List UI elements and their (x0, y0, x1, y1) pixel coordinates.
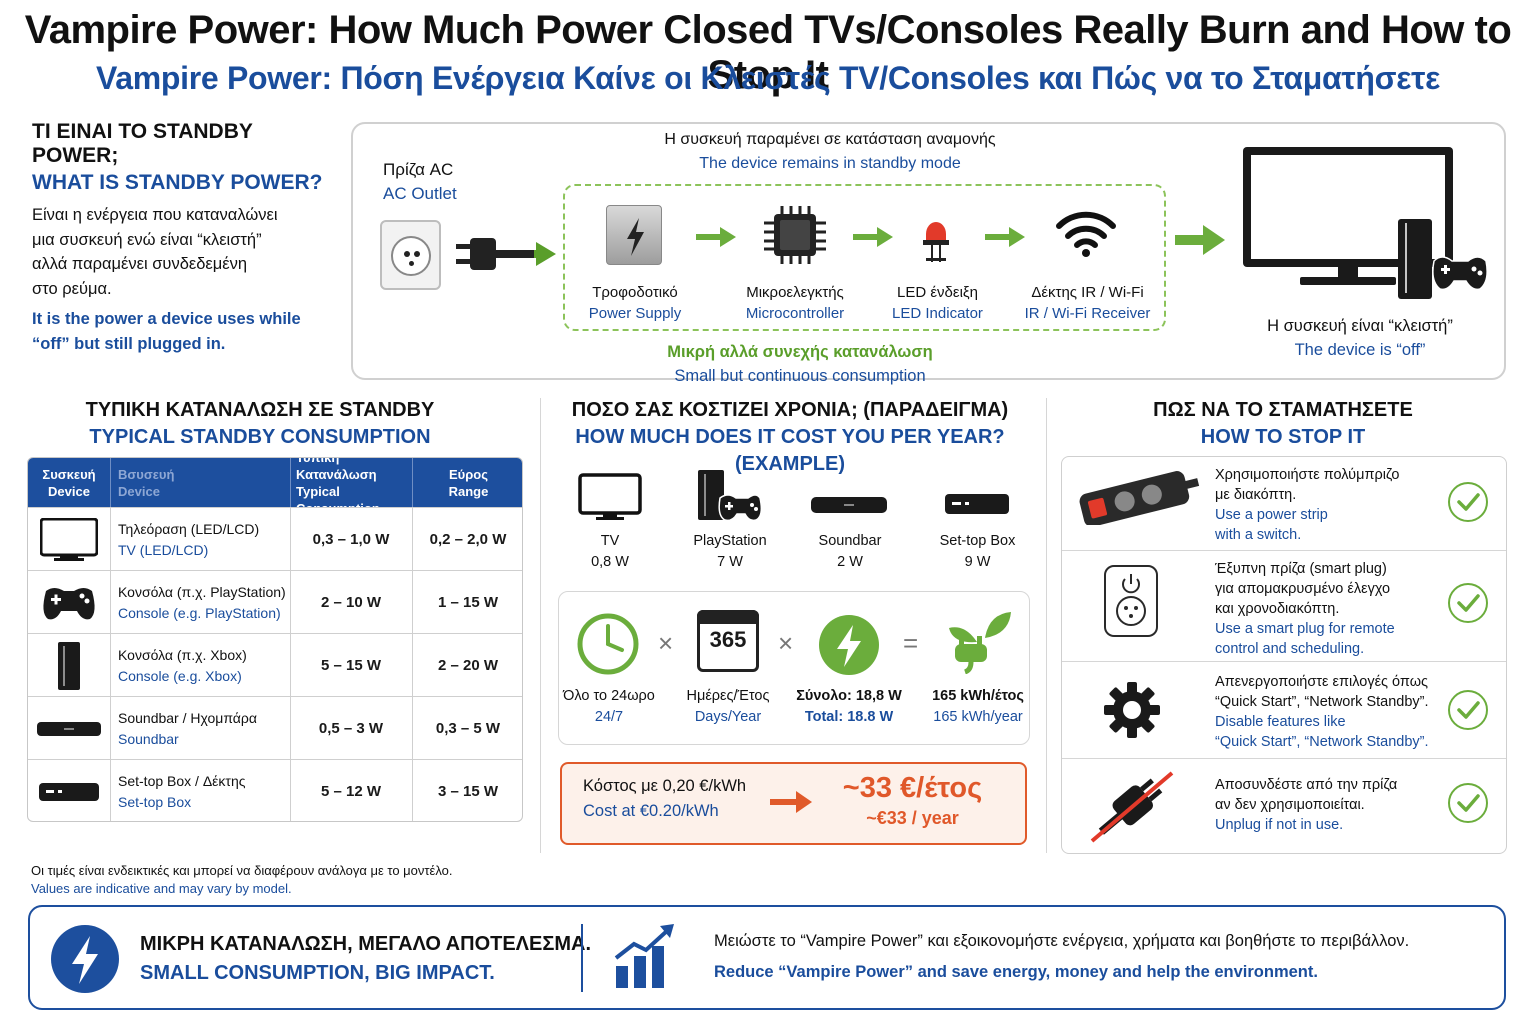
calendar-icon: 365 (697, 610, 759, 672)
arrow-icon (985, 227, 1025, 247)
column-header: Εύρος Range (448, 466, 489, 499)
ac-outlet-icon (380, 220, 441, 290)
arrow-right-icon (770, 791, 812, 813)
multiply-sign: × (658, 628, 674, 658)
cost-heading: ΠΟΣΟ ΣΑΣ ΚΟΣΤΙΖΕΙ ΧΡΟΝΙΑ; (ΠΑΡΑΔΕΙΓΜΑ) H… (571, 399, 1009, 475)
clock-icon (577, 613, 639, 675)
table-row: Τηλεόραση (LED/LCD) TV (LED/LCD) 0,3 – 1,… (28, 507, 522, 570)
cost-device: Set-top Box 9 W (939, 533, 1016, 570)
what-is-section: ΤΙ ΕΙΝΑΙ ΤΟ STANDBY POWER; WHAT IS STAND… (32, 120, 342, 356)
calc-label: Όλο το 24ωρο 24/7 (563, 688, 655, 725)
xbox-console-icon (58, 642, 80, 690)
settop-box-icon (39, 783, 99, 801)
section-divider (1046, 398, 1047, 853)
table-header: Συσκευή Device Βσυσευή Device Τυπική Καταν… (28, 457, 522, 516)
stop-item: Χρησιμοποιήστε πολύμπριζο με διακόπτη. U… (1062, 457, 1506, 550)
settop-box-icon (945, 494, 1009, 514)
bolt-icon (819, 615, 879, 675)
what-is-heading-gr: ΤΙ ΕΙΝΑΙ ΤΟ STANDBY POWER; (32, 120, 253, 167)
cost-device: Soundbar 2 W (818, 533, 882, 570)
footer-message: Μειώστε το “Vampire Power” και εξοικονομ… (714, 932, 1410, 981)
stop-heading: ΠΩΣ ΝΑ ΤΟ ΣΤΑΜΑΤΗΣΕΤΕ HOW TO STOP IT (1153, 399, 1413, 448)
stop-list: Χρησιμοποιήστε πολύμπριζο με διακόπτη. U… (1061, 456, 1507, 854)
power-supply-icon (606, 205, 662, 265)
what-is-text-en: It is the power a device uses while (32, 310, 301, 328)
page-title: Vampire Power: How Much Power Closed TVs… (24, 8, 1512, 97)
cost-device: PlayStation 7 W (693, 533, 767, 570)
what-is-text-gr: στο ρεύμα. (32, 279, 112, 298)
what-is-text-gr: μια συσκευή ενώ είναι “κλειστή” (32, 230, 262, 249)
table-row: Κονσόλα (π.χ. PlayStation) Console (e.g. … (28, 570, 522, 633)
table-row: Set-top Box / Δέκτης Set-top Box 5 – 12 W… (28, 759, 522, 821)
eco-plug-icon (949, 612, 1011, 674)
cost-device: TV 0,8 W (591, 533, 629, 570)
chip-icon (764, 206, 826, 264)
consumption-table: Συσκευή Device Βσυσευή Device Τυπική Καταν… (27, 457, 523, 822)
tv-icon (578, 473, 642, 520)
consumption-caption: Μικρή αλλά συνεχής κατανάλωση Small but … (667, 343, 933, 385)
stop-item: Αποσυνδέστε από την πρίζα αν δεν χρησιμο… (1062, 758, 1506, 855)
check-icon (1448, 583, 1488, 623)
section-divider (540, 398, 541, 853)
what-is-text-gr: Είναι η ενέργεια που καταναλώνει (32, 206, 278, 224)
equals-sign: = (903, 628, 919, 658)
standby-caption: Η συσκευή παραμένει σε κατάσταση αναμονή… (664, 131, 996, 172)
column-header: Βσυσευή Device (118, 466, 175, 499)
footer-divider (581, 924, 583, 992)
device-off-caption: Η συσκευή είναι “κλειστή” The device is … (1267, 317, 1453, 359)
gamepad-icon (43, 588, 95, 620)
check-icon (1448, 690, 1488, 730)
annual-cost: ~33 €/έτος ~€33 / year (842, 772, 983, 828)
typical-heading: ΤΥΠΙΚΗ ΚΑΤΑΝΑΛΩΣΗ ΣΕ STANDBY TYPICAL STA… (85, 399, 435, 448)
arrow-icon (1175, 225, 1225, 255)
component-label: Δέκτης IR / Wi-Fi IR / Wi-Fi Receiver (1024, 284, 1151, 322)
column-header: Τυπική Κατανάλωση Typical Consumption (296, 457, 380, 516)
what-is-heading-en: WHAT IS STANDBY POWER? (32, 171, 323, 194)
column-header: Συσκευή Device (42, 466, 96, 499)
stop-item: Έξυπνη πρίζα (smart plug) για απομακρυσμ… (1062, 550, 1506, 661)
playstation-icon (698, 470, 762, 522)
footer-slogan: ΜΙΚΡΗ ΚΑΤΑΝΑΛΩΣΗ, ΜΕΓΑΛΟ ΑΠΟΤΕΛΕΣΜΑ. SMA… (140, 933, 592, 984)
arrow-icon (696, 227, 736, 247)
disclaimer-note: Οι τιμές είναι ενδεικτικές και μπορεί να… (31, 863, 453, 896)
bolt-circle-icon (51, 925, 119, 993)
plug-icon (456, 238, 556, 270)
component-label: Τροφοδοτικό Power Supply (588, 284, 682, 322)
growth-chart-icon (614, 924, 674, 988)
stop-item: Απενεργοποιήστε επιλογές όπως “Quick Sta… (1062, 661, 1506, 758)
calc-label: Ημέρες/Έτος Days/Year (686, 688, 770, 725)
footer-banner (28, 905, 1506, 1010)
unplug-icon (1090, 771, 1174, 843)
check-icon (1448, 482, 1488, 522)
component-label: Μικροελεγκτής Microcontroller (745, 284, 845, 322)
table-row: Soundbar / Ηχομπάρα Soundbar 0,5 – 3 W 0,… (28, 696, 522, 759)
tv-icon (40, 518, 98, 561)
tv-console-icon (1243, 147, 1488, 299)
calc-label: Σύνολο: 18,8 W Total: 18.8 W (796, 688, 902, 725)
what-is-text-gr: αλλά παραμένει συνδεδεμένη (32, 255, 248, 273)
calc-label: 165 kWh/έτος 165 kWh/year (932, 688, 1024, 725)
calculation-box (558, 591, 1030, 745)
smart-plug-icon (1104, 565, 1158, 637)
arrow-icon (853, 227, 893, 247)
standby-components (563, 184, 1166, 331)
gear-icon (1104, 682, 1160, 738)
ac-outlet-label: Πρίζα AC AC Outlet (383, 160, 457, 203)
soundbar-icon (811, 497, 887, 513)
page-subtitle: Vampire Power: Πόση Ενέργεια Καίνε οι Κλ… (96, 60, 1440, 96)
wifi-icon (1056, 211, 1116, 257)
what-is-text-en: “off” but still plugged in. (32, 334, 226, 353)
multiply-sign: × (778, 628, 794, 658)
check-icon (1448, 783, 1488, 823)
soundbar-icon (37, 722, 101, 736)
component-label: LED ένδειξη LED Indicator (892, 284, 983, 322)
table-row: Κονσόλα (π.χ. Xbox) Console (e.g. Xbox) 5… (28, 633, 522, 696)
led-icon (923, 222, 949, 262)
rate-label: Κόστος με 0,20 €/kWh Cost at €0.20/kWh (583, 777, 747, 820)
power-strip-icon (1079, 471, 1200, 525)
standby-diagram (351, 122, 1506, 380)
